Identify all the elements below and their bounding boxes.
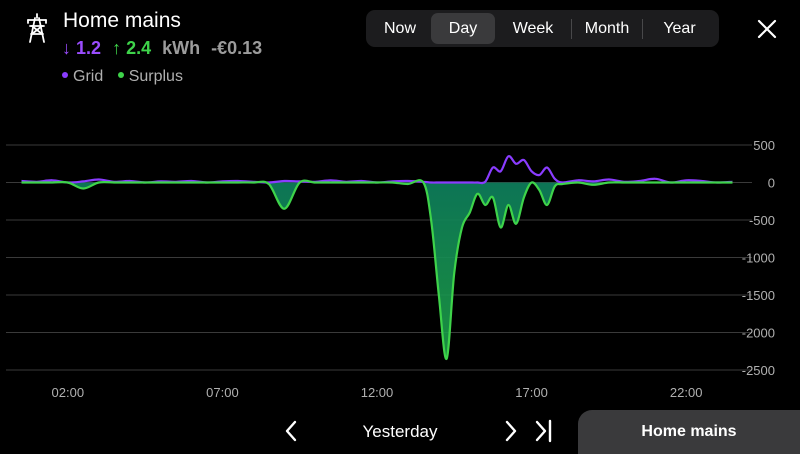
legend-dot-surplus <box>117 71 124 78</box>
legend-item-surplus: Surplus <box>117 68 183 85</box>
grid-series-line <box>21 155 733 185</box>
legend-label-grid: Grid <box>73 68 104 85</box>
close-icon[interactable] <box>752 14 782 44</box>
period-week[interactable]: Week <box>512 20 554 37</box>
y-tick-label: -1500 <box>742 288 775 303</box>
y-tick-label: -500 <box>749 213 775 228</box>
legend: Grid Surplus <box>62 68 193 86</box>
x-tick-label: 22:00 <box>670 385 703 400</box>
unit-label: kWh <box>162 38 201 58</box>
period-year[interactable]: Year <box>663 20 696 37</box>
period-month[interactable]: Month <box>584 20 630 37</box>
import-value: 1.2 <box>76 38 102 58</box>
y-tick-label: -1000 <box>742 251 775 266</box>
chevron-right-icon[interactable] <box>500 414 522 448</box>
period-now[interactable]: Now <box>383 20 416 37</box>
legend-dot-grid <box>62 71 68 78</box>
energy-stats: ↓ 1.2 ↑ 2.4 kWh -€0.13 <box>62 38 262 59</box>
surplus-series-line <box>21 179 733 360</box>
legend-label-surplus: Surplus <box>128 68 183 85</box>
y-tick-label: -2500 <box>742 363 775 378</box>
x-tick-label: 12:00 <box>361 385 394 400</box>
legend-item-grid: Grid <box>62 68 108 85</box>
export-arrow: ↑ <box>112 38 122 58</box>
y-tick-label: 0 <box>768 176 775 191</box>
import-arrow: ↓ <box>62 38 71 58</box>
date-label: Yesterday <box>362 422 438 441</box>
period-day[interactable]: Day <box>431 13 495 44</box>
y-tick-label: -2000 <box>742 326 775 341</box>
x-tick-label: 17:00 <box>515 385 548 400</box>
page-title: Home mains <box>63 9 181 32</box>
home-mains-button[interactable]: Home mains <box>578 410 800 454</box>
period-selector: Now Day Week Month Year <box>366 10 719 47</box>
chevron-left-icon[interactable] <box>280 414 302 448</box>
x-tick-label: 02:00 <box>52 385 85 400</box>
divider <box>571 18 572 39</box>
power-pylon-icon <box>27 13 47 43</box>
divider <box>642 18 643 39</box>
export-value: 2.4 <box>126 38 152 58</box>
skip-to-end-icon[interactable] <box>532 414 556 448</box>
cost-value: -€0.13 <box>211 38 263 58</box>
y-tick-label: 500 <box>753 138 775 153</box>
x-tick-label: 07:00 <box>206 385 239 400</box>
power-chart: 500 0 -500 -1000 -1500 -2000 -2500 02:00 07:00 1… <box>6 138 775 400</box>
